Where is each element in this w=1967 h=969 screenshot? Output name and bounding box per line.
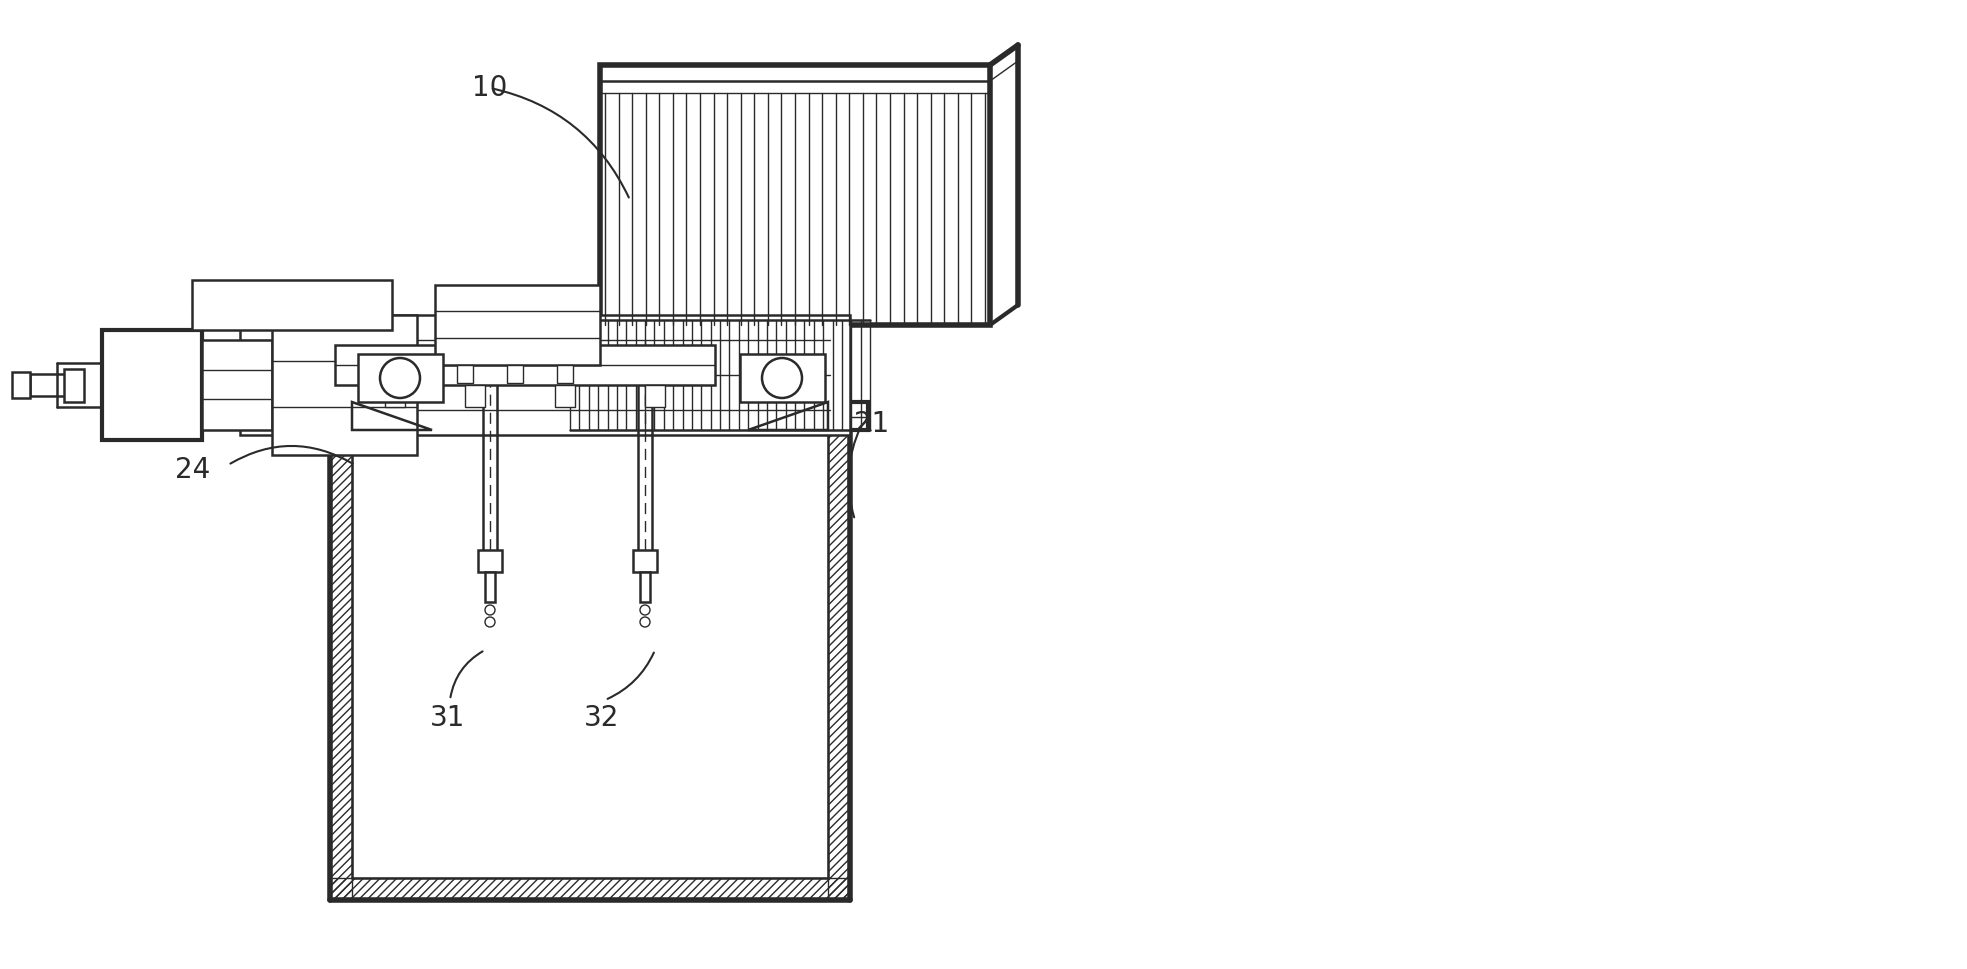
Text: 32: 32 [584,704,620,732]
Bar [435,285,600,365]
Bar [330,878,850,900]
Bar [456,365,472,383]
Text: 10: 10 [472,74,507,102]
Bar [352,350,828,402]
Bar [645,385,665,407]
Circle shape [486,617,496,627]
Bar [193,280,391,330]
Bar [240,315,850,435]
Text: 24: 24 [175,456,210,484]
Bar [740,354,824,402]
Bar [65,368,85,401]
Bar [486,572,496,602]
Bar [268,325,456,345]
Circle shape [639,605,649,615]
Bar [478,550,502,572]
Bar [12,372,30,398]
Bar [102,330,203,440]
Bar [203,340,271,430]
Text: 21: 21 [854,410,889,438]
Bar [600,65,989,325]
Bar [334,345,714,385]
Bar [828,430,850,900]
Circle shape [761,358,803,398]
Bar [358,354,443,402]
Bar [330,430,352,900]
Bar [271,315,417,455]
Bar [464,385,486,407]
Bar [633,550,657,572]
Circle shape [639,617,649,627]
Bar [268,345,647,370]
Bar [555,385,574,407]
Bar [386,385,405,407]
Text: 31: 31 [431,704,466,732]
Bar [313,402,867,430]
Circle shape [486,605,496,615]
Bar [639,572,649,602]
Circle shape [380,358,421,398]
Bar [557,365,572,383]
Bar [507,365,523,383]
